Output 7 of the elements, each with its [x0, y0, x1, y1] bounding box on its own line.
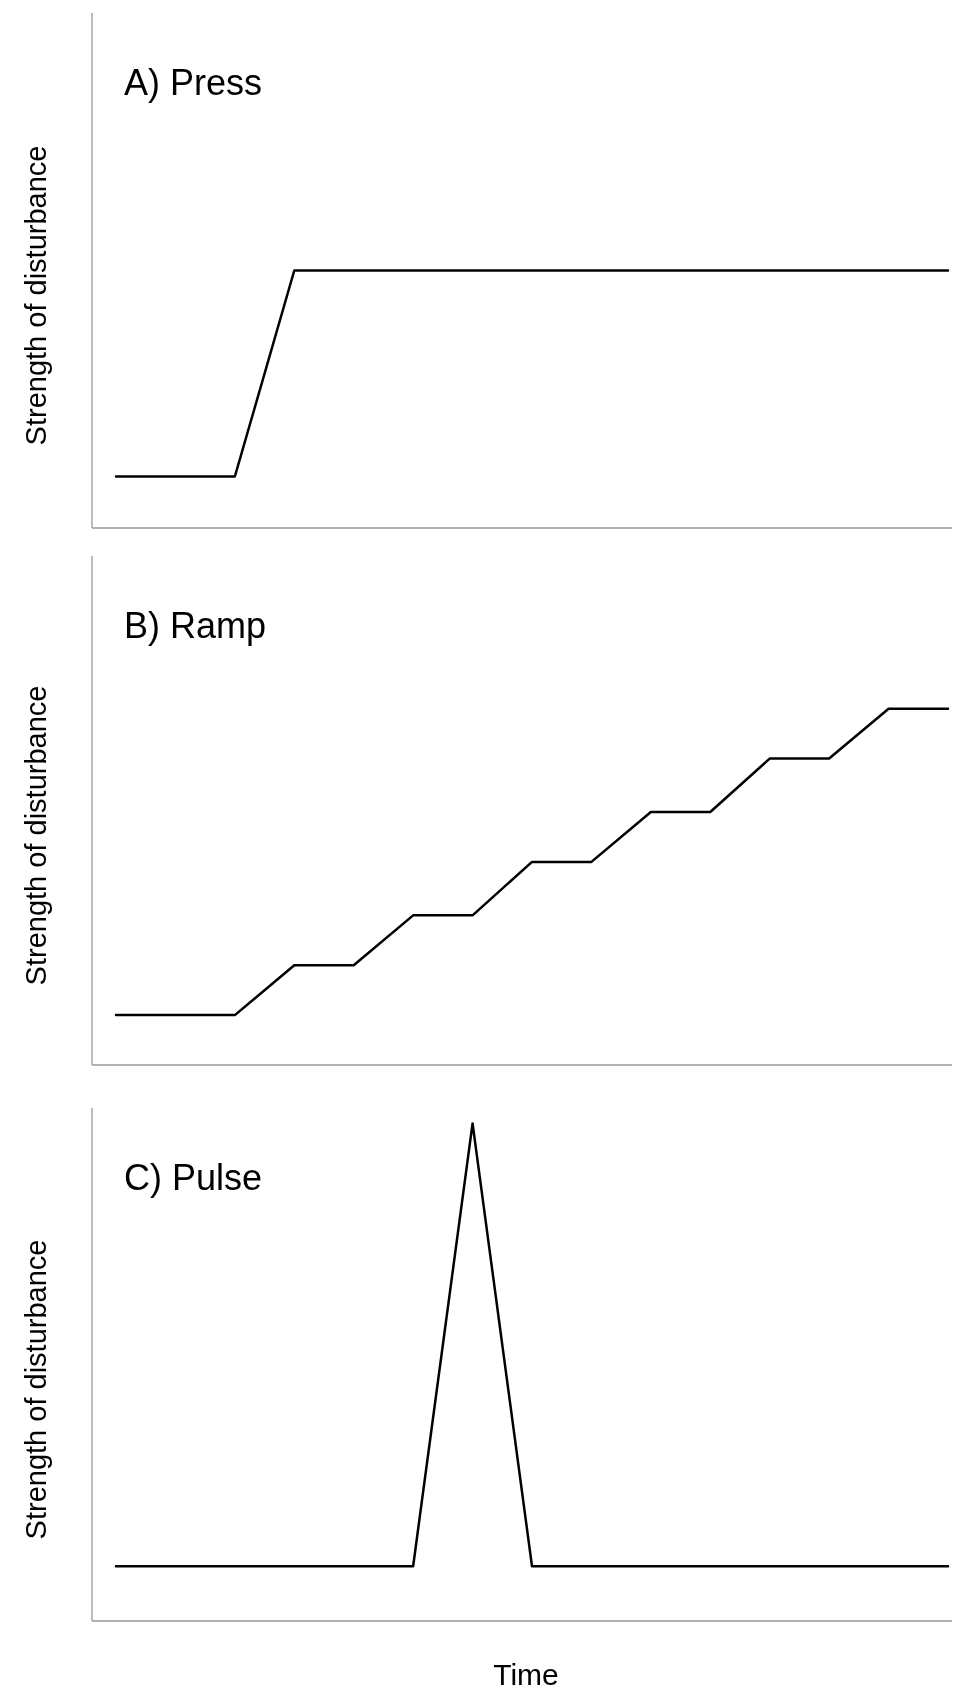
y-axis-title: Strength of disturbance	[20, 685, 52, 986]
chart-title: B) Ramp	[124, 605, 267, 646]
chart-title: A) Press	[124, 62, 263, 103]
x-axis-title: Time	[493, 1658, 559, 1691]
text: C) Pulse	[124, 1157, 263, 1198]
y-axis-title: Strength of disturbance	[20, 1239, 52, 1540]
y-axis-title: Strength of disturbance	[20, 145, 52, 446]
